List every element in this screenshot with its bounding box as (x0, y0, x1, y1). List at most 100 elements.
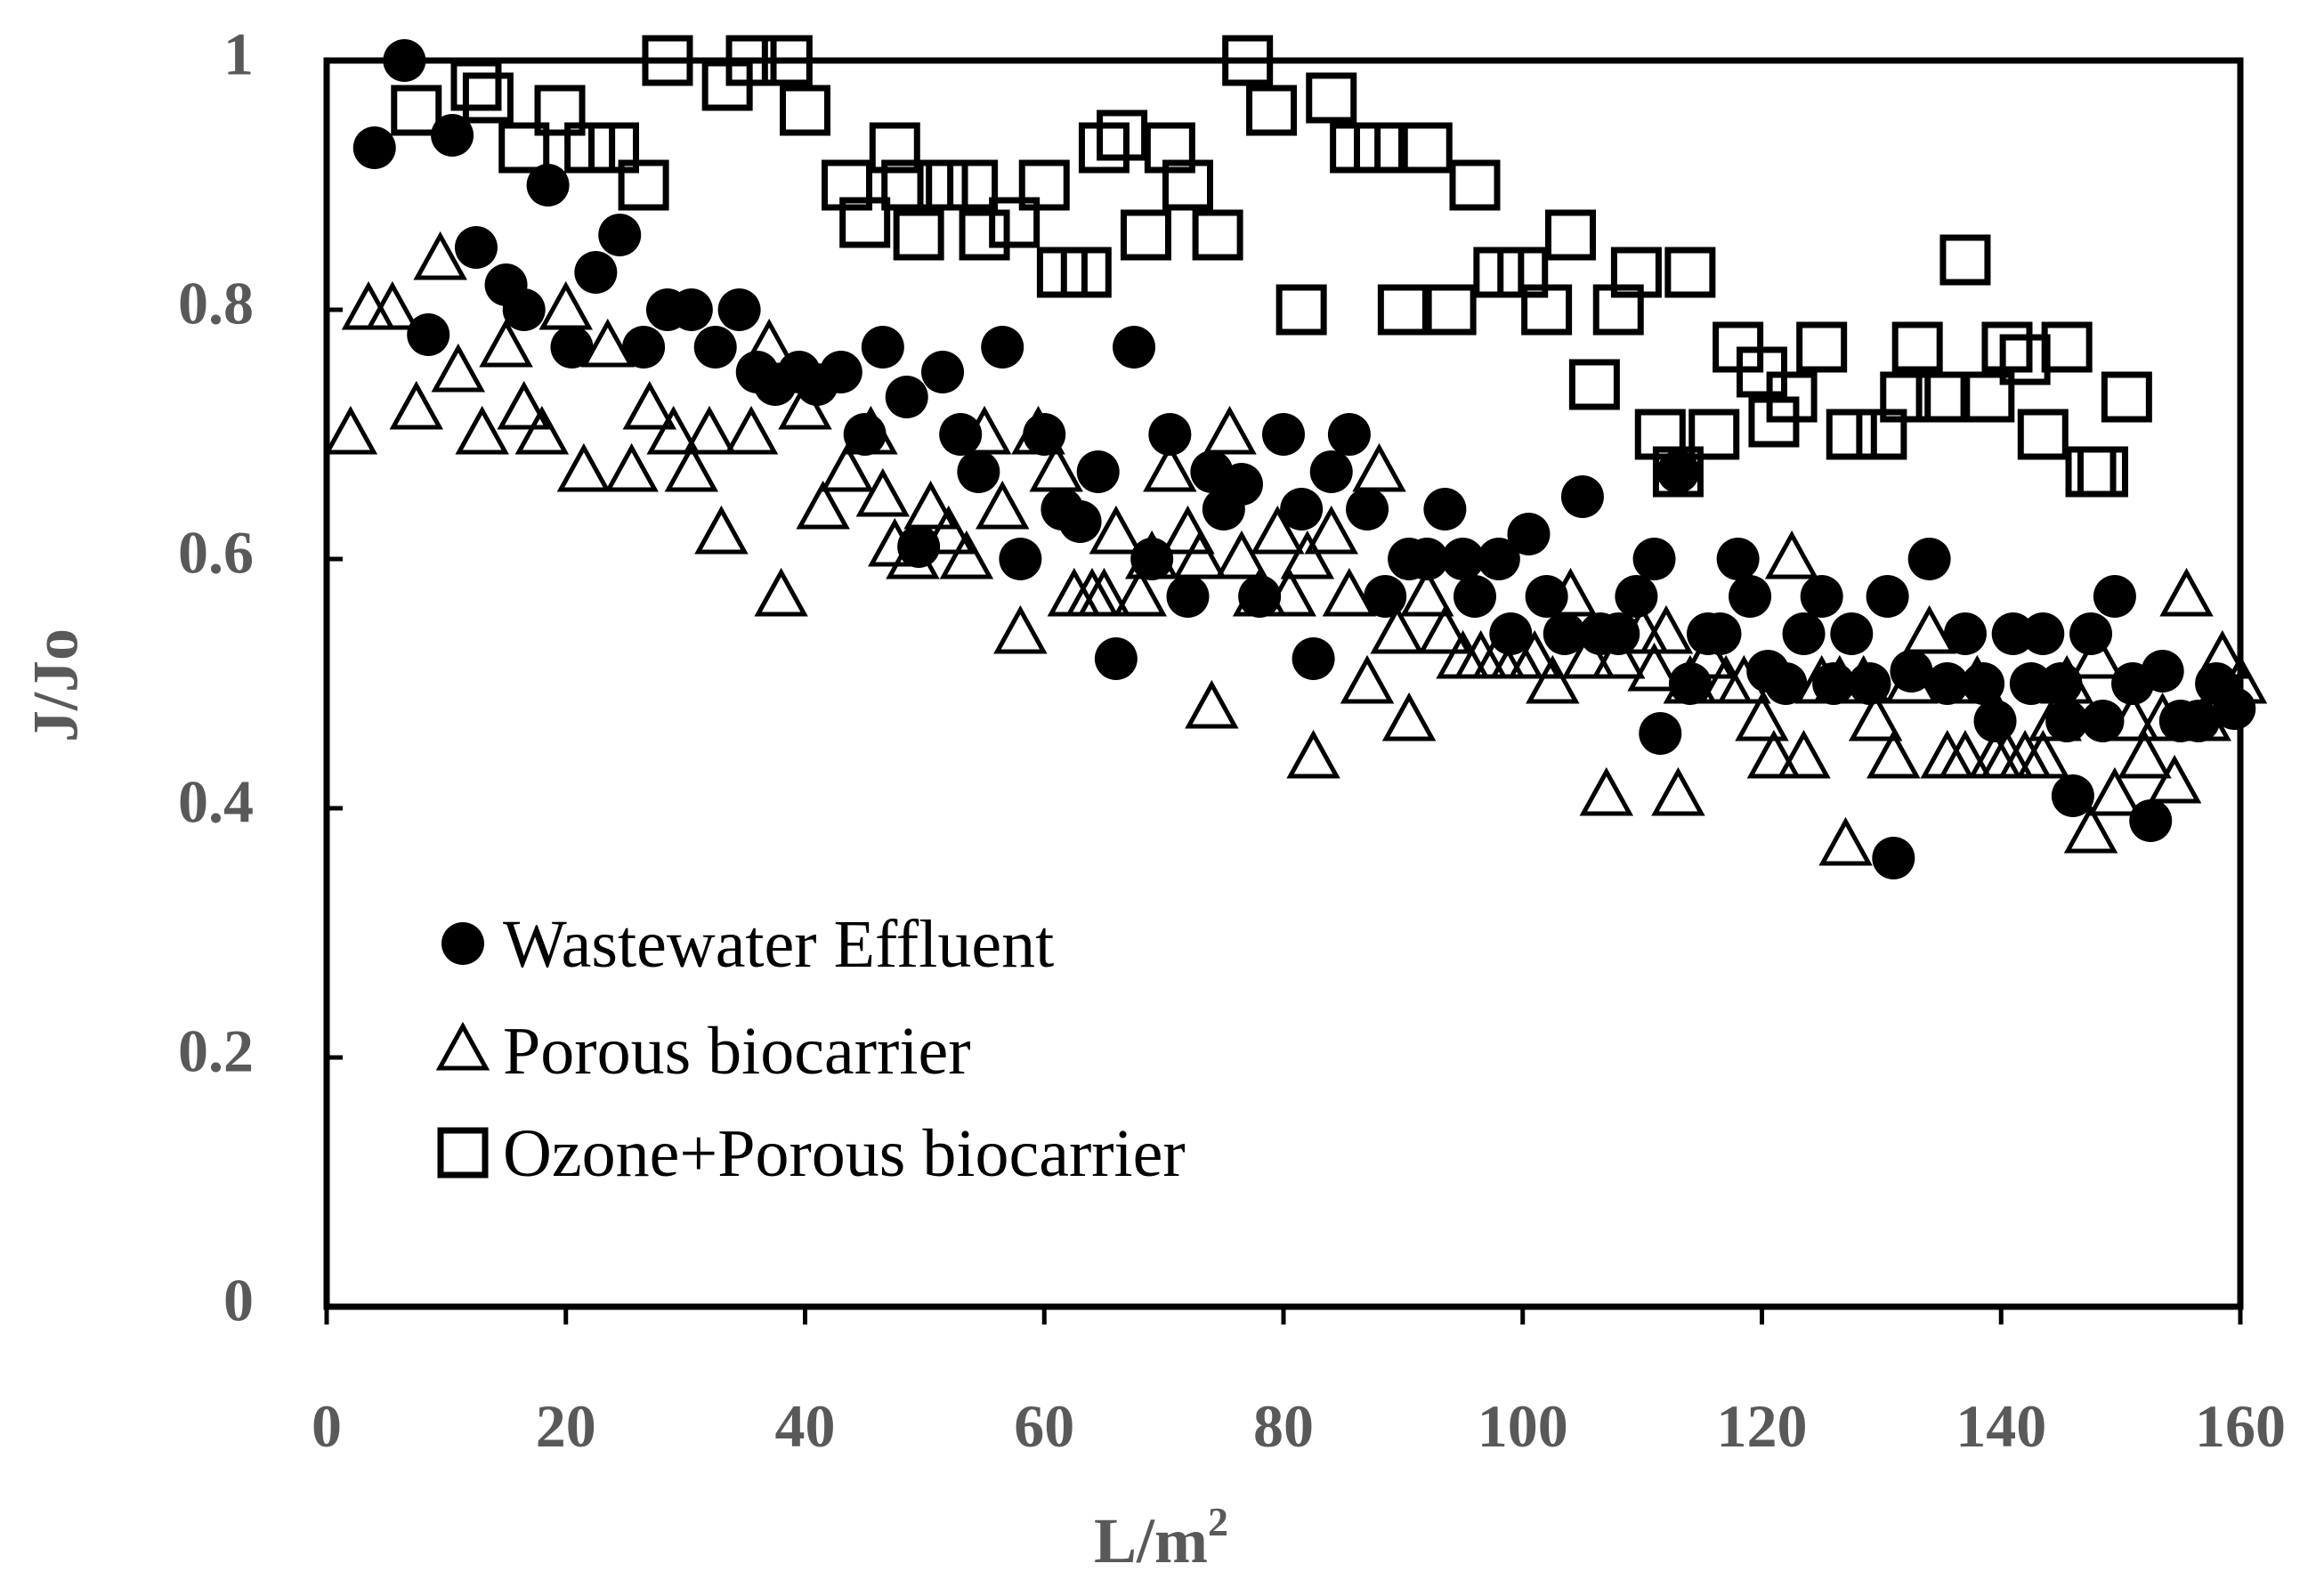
open-triangle-point (646, 405, 700, 455)
filled-circle-point (1943, 612, 1987, 655)
open-square-point (1891, 321, 1943, 373)
open-square-point (1796, 321, 1848, 373)
open-square-point (1634, 409, 1686, 460)
open-square-point (869, 122, 920, 174)
filled-circle-point (819, 351, 862, 393)
series-filled-circle (352, 39, 2256, 879)
open-triangle-point (2016, 729, 2070, 779)
open-triangle-point (1185, 679, 1239, 729)
open-triangle-point (1161, 505, 1215, 555)
open-square-point (1915, 371, 1967, 423)
filled-circle-point (1907, 538, 1951, 580)
filled-circle-point (843, 413, 887, 456)
open-triangle-point (2118, 729, 2172, 779)
open-triangle-point (1627, 642, 1681, 692)
open-square-point (1354, 122, 1405, 174)
open-triangle-point (1526, 654, 1580, 704)
open-triangle-point (1418, 604, 1472, 654)
x-tick-label: 100 (1478, 1392, 1568, 1460)
open-square-point (1664, 247, 1716, 298)
legend-label: Wastewater Effluent (503, 907, 1054, 982)
filled-circle-point (1094, 637, 1138, 680)
filled-circle-point (1477, 538, 1520, 580)
filled-circle-point (1364, 575, 1407, 618)
filled-circle-point (2045, 700, 2089, 742)
open-square-point (917, 159, 968, 211)
open-square-point (1097, 109, 1148, 161)
x-tick-label: 40 (775, 1392, 836, 1460)
open-square-point (1078, 122, 1130, 174)
filled-circle-point (1716, 538, 1760, 580)
open-triangle-point (1400, 567, 1454, 617)
x-axis-title: L/m2 (1094, 1499, 1228, 1576)
open-square-point (2101, 371, 2152, 423)
filled-circle-point (1292, 637, 1335, 680)
open-triangle-point (1089, 505, 1144, 555)
filled-circle-point (1973, 700, 2017, 742)
filled-circle-point (1238, 575, 1282, 618)
open-square-point (618, 159, 669, 211)
filled-circle-point (1872, 837, 1915, 879)
filled-circle-point (939, 413, 983, 456)
open-square-point (959, 209, 1010, 261)
filled-circle-point (352, 126, 396, 169)
filled-circle-point (717, 288, 761, 331)
filled-circle-point (1346, 488, 1389, 531)
open-triangle-point (1381, 692, 1437, 741)
open-triangle-point (1938, 729, 1993, 779)
x-axis-title-superscript: 2 (1208, 1499, 1228, 1544)
open-triangle-point (682, 405, 737, 455)
open-square-point (1939, 234, 1991, 286)
open-square-point (1120, 209, 1171, 261)
filled-circle-point (1800, 575, 1843, 618)
filled-circle-point (1219, 463, 1263, 506)
open-square-point (1162, 159, 1213, 211)
open-triangle-point (604, 442, 659, 492)
filled-circle-point (1525, 575, 1568, 618)
open-square-point (881, 159, 933, 211)
open-triangle-point (903, 480, 958, 530)
legend-item: Porous biocarrier (435, 1014, 971, 1089)
filled-circle-point (2129, 799, 2173, 842)
open-square-point (498, 122, 550, 174)
filled-circle-point (1830, 612, 1874, 655)
legend: Wastewater Effluent Porous biocarrier Ozon… (435, 907, 1186, 1191)
filled-circle-point (2069, 612, 2113, 655)
open-triangle-point (2159, 567, 2214, 617)
open-triangle-point (1777, 729, 1831, 779)
y-tick-label: 0.6 (178, 519, 254, 587)
filled-circle-point (1632, 538, 1676, 580)
filled-circle-point (2176, 700, 2220, 742)
filled-circle-point (1489, 612, 1533, 655)
filled-circle-point (407, 313, 450, 356)
filled-circle-point (1454, 575, 1496, 618)
open-triangle-point (556, 442, 611, 492)
filled-circle-point (1166, 575, 1210, 618)
open-square-point (1425, 284, 1477, 336)
legend-item: Ozone+Porous biocarrier (437, 1116, 1186, 1191)
open-triangle-point (1322, 567, 1377, 617)
filled-circle-point (897, 525, 941, 568)
filled-circle-point (1698, 612, 1742, 655)
open-square-point (1610, 247, 1662, 298)
x-tick-label: 60 (1014, 1392, 1074, 1460)
open-triangle-point (1902, 604, 1956, 654)
filled-circle-point (598, 214, 642, 256)
open-triangle-point (1352, 442, 1406, 492)
filled-circle-point (1280, 488, 1324, 531)
filled-circle-point (1405, 538, 1449, 580)
open-triangle-point (1251, 505, 1305, 555)
filled-circle-point (1890, 650, 1933, 693)
filled-circle-point (2081, 700, 2125, 742)
filled-circle-point (1812, 662, 1856, 705)
open-square-point (822, 159, 873, 211)
open-square-point (2017, 409, 2069, 460)
filled-circle-point (2039, 662, 2083, 705)
filled-circle-point (454, 226, 498, 269)
filled-circle-point (1076, 450, 1120, 493)
legend-filled-circle-icon (441, 922, 484, 965)
y-axis-title-text: J/Jo (20, 628, 92, 742)
x-tick-label: 20 (536, 1392, 596, 1460)
open-triangle-point (1579, 766, 1634, 816)
filled-circle-point (2093, 575, 2136, 618)
